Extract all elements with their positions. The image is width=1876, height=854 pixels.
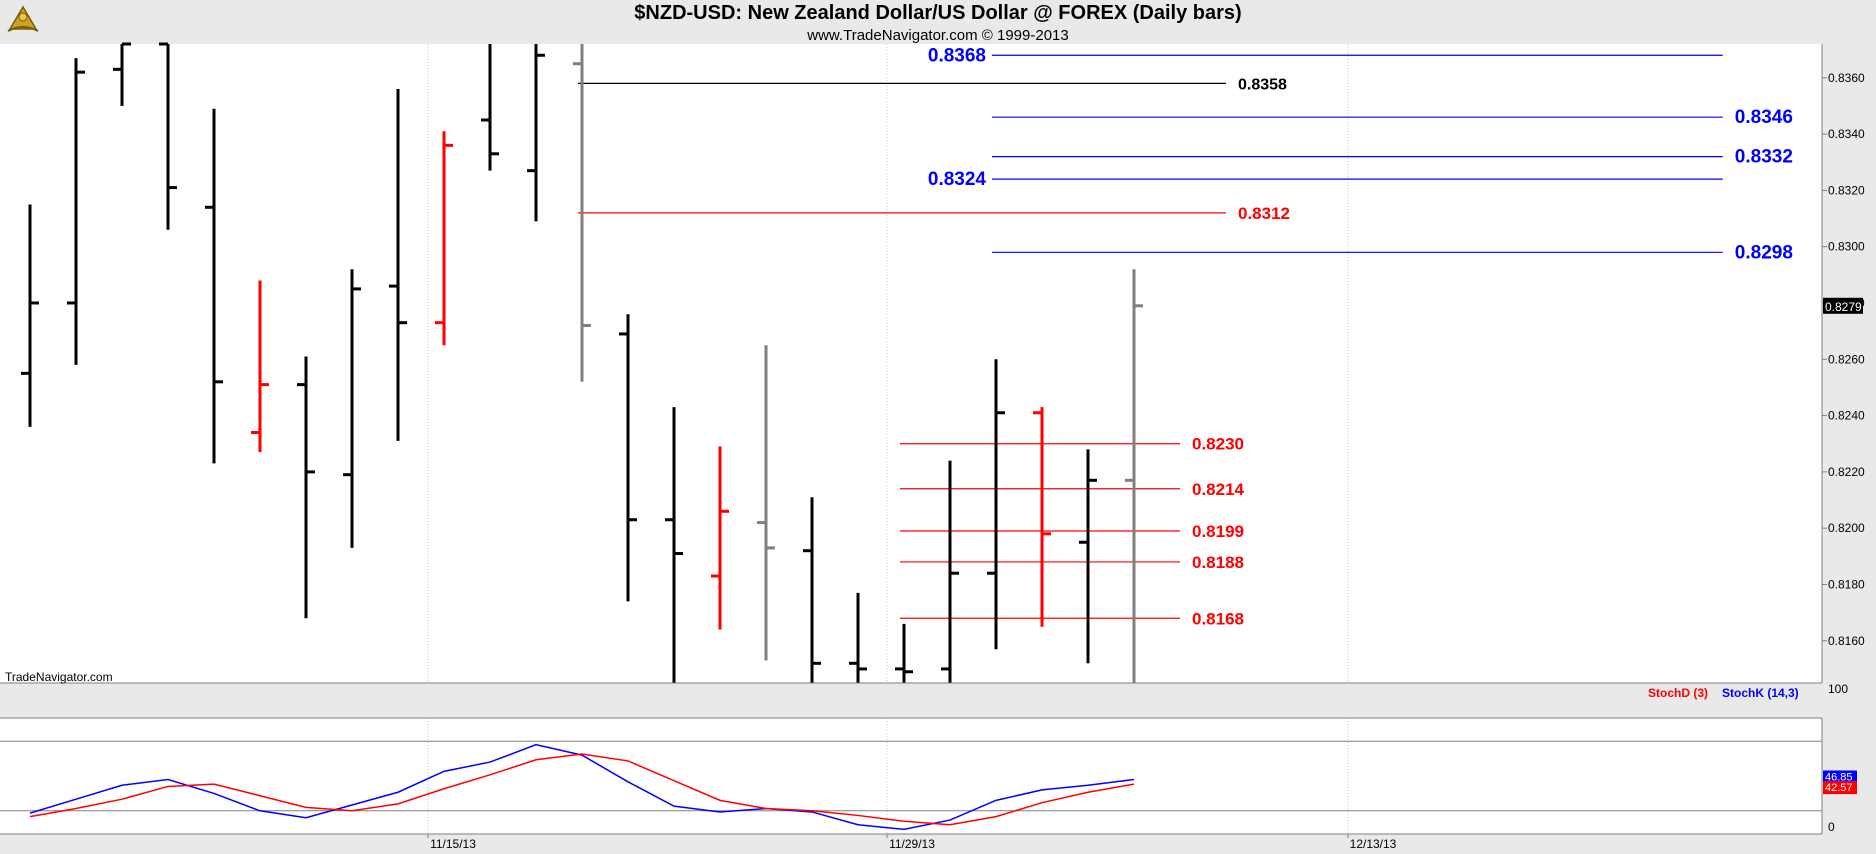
- stoch-d-value-badge: [1823, 781, 1857, 795]
- ohlc-bar: [435, 131, 453, 346]
- price-axis-tick-label: 0.8160: [1828, 634, 1865, 648]
- ohlc-bar: [251, 280, 269, 453]
- level-label: 0.8230: [1192, 435, 1244, 454]
- level-label: 0.8298: [1735, 242, 1793, 263]
- stoch-axis-tick-label: 100: [1828, 682, 1848, 696]
- ohlc-bar: [481, 44, 499, 171]
- price-axis-tick-label: 0.8220: [1828, 465, 1865, 479]
- ohlc-bar: [343, 269, 361, 548]
- last-price-label: 0.8279: [1825, 300, 1862, 314]
- ohlc-bar: [757, 345, 775, 661]
- ohlc-bar: [113, 42, 131, 106]
- level-label: 0.8312: [1238, 204, 1290, 223]
- price-panel-bg: [0, 44, 1822, 683]
- price-axis-tick-label: 0.8320: [1828, 183, 1865, 197]
- last-price-badge: [1823, 297, 1863, 314]
- price-axis-tick-label: 0.8200: [1828, 521, 1865, 535]
- level-label: 0.8368: [928, 45, 986, 66]
- stoch-series-line: [29, 743, 1135, 831]
- price-axis-tick-label: 0.8300: [1828, 240, 1865, 254]
- ohlc-bar: [573, 44, 591, 382]
- stoch-k-value-label: 46.85: [1825, 771, 1853, 783]
- stoch-k-value-badge: [1823, 770, 1857, 784]
- ohlc-bar: [849, 592, 867, 683]
- ohlc-bar: [987, 359, 1005, 650]
- ohlc-bar: [1033, 407, 1051, 627]
- price-axis-tick-label: 0.8260: [1828, 352, 1865, 366]
- level-label: 0.8346: [1735, 107, 1793, 128]
- ohlc-bar: [1125, 269, 1143, 683]
- sextant-logo-icon: [4, 3, 42, 40]
- level-label: 0.8199: [1192, 522, 1244, 541]
- level-label: 0.8214: [1192, 480, 1245, 499]
- ohlc-bar: [389, 89, 407, 441]
- chart-title: $NZD-USD: New Zealand Dollar/US Dollar @…: [634, 2, 1242, 24]
- stoch-panel-bg: [0, 718, 1822, 834]
- ohlc-bar: [619, 314, 637, 602]
- date-axis-tick-label: 11/29/13: [889, 837, 935, 851]
- ohlc-bar: [205, 108, 223, 464]
- ohlc-bar: [21, 204, 39, 427]
- level-label: 0.8188: [1192, 553, 1244, 572]
- watermark-text: TradeNavigator.com: [5, 670, 113, 684]
- ohlc-bar: [665, 407, 683, 683]
- chart-subtitle: www.TradeNavigator.com © 1999-2013: [807, 27, 1069, 44]
- ohlc-bar: [297, 356, 315, 619]
- price-axis-tick-label: 0.8180: [1828, 577, 1865, 591]
- date-axis-tick-label: 11/15/13: [430, 837, 476, 851]
- stoch-legend-entry: StochK (14,3): [1722, 686, 1799, 700]
- price-axis-tick-label: 0.8240: [1828, 409, 1865, 423]
- level-label: 0.8324: [928, 169, 987, 190]
- price-axis-tick-label: 0.8340: [1828, 127, 1865, 141]
- date-axis-tick-label: 12/13/13: [1350, 837, 1397, 851]
- level-label: 0.8358: [1238, 76, 1287, 93]
- stoch-legend-entry: StochD (3): [1648, 686, 1708, 700]
- ohlc-bar: [527, 44, 545, 222]
- level-label: 0.8168: [1192, 609, 1244, 628]
- ohlc-bar: [895, 623, 913, 683]
- ohlc-bar: [67, 58, 85, 365]
- ohlc-bar: [711, 446, 729, 630]
- level-label: 0.8332: [1735, 147, 1793, 168]
- stoch-d-value-label: 42.57: [1825, 782, 1853, 794]
- stoch-series-line: [29, 753, 1135, 826]
- ohlc-bar: [1079, 449, 1097, 664]
- ohlc-bar: [941, 460, 959, 683]
- ohlc-bar: [803, 497, 821, 683]
- price-axis-tick-label: 0.8360: [1828, 71, 1865, 85]
- ohlc-bar: [159, 42, 177, 230]
- stoch-axis-tick-label: 0: [1828, 820, 1835, 834]
